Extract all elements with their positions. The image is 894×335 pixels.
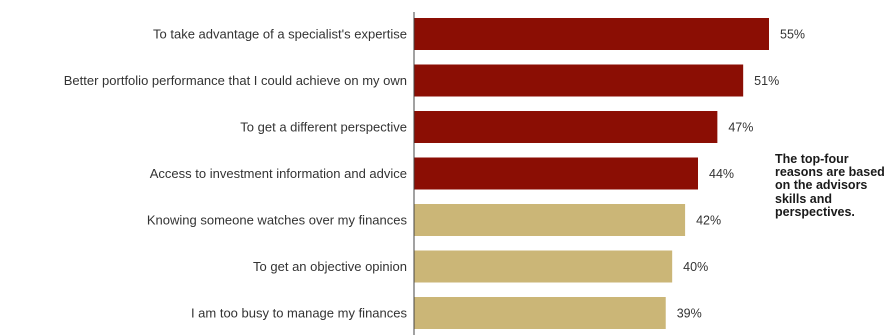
value-label-7: 39% [677,307,702,321]
bars [414,18,769,329]
bar-7 [414,297,666,329]
value-label-1: 55% [780,28,805,42]
value-label-2: 51% [754,74,779,88]
value-label-6: 40% [683,260,708,274]
chart-annotation: The top-four reasons are based on the ad… [775,152,885,219]
value-labels: 55% 51% 47% 44% 42% 40% 39% [677,28,805,321]
category-label-3: To get a different perspective [240,120,407,135]
category-label-2: Better portfolio performance that I coul… [64,73,407,88]
category-label-4: Access to investment information and adv… [150,166,407,181]
category-label-7: I am too busy to manage my finances [191,306,408,321]
bar-2 [414,64,744,97]
bar-1 [414,18,769,50]
bar-3 [414,111,718,143]
bar-6 [414,250,673,283]
bar-4 [414,157,698,190]
category-label-1: To take advantage of a specialist's expe… [153,27,407,42]
bar-5 [414,204,686,236]
category-label-6: To get an objective opinion [253,259,407,274]
value-label-4: 44% [709,167,734,181]
category-label-5: Knowing someone watches over my finances [147,213,408,228]
value-label-5: 42% [696,214,721,228]
value-label-3: 47% [728,121,753,135]
category-labels: To take advantage of a specialist's expe… [64,27,408,321]
